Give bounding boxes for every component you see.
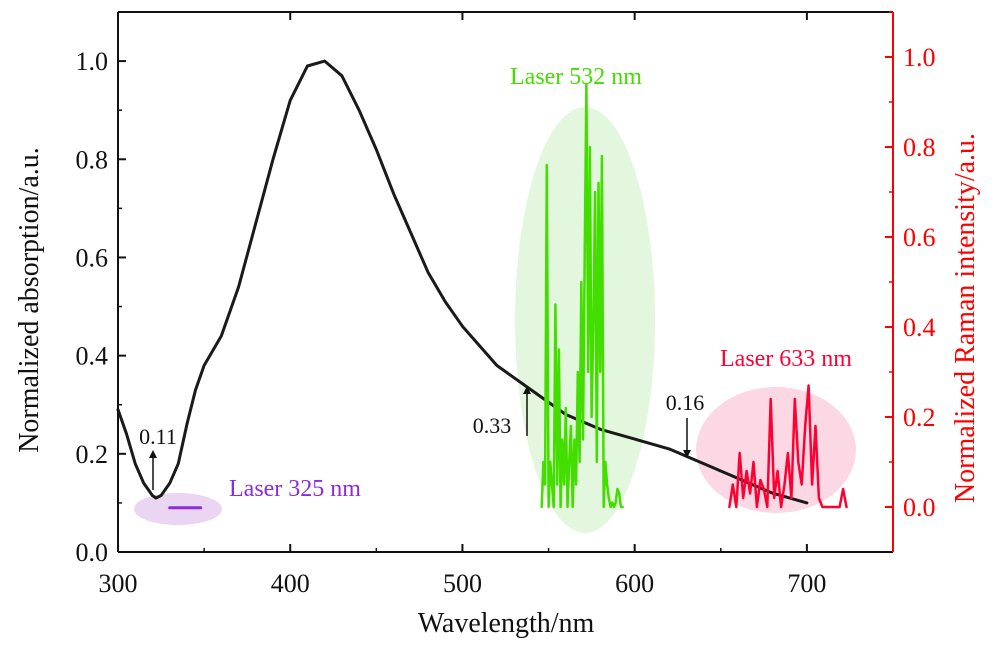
arrowhead-0-16-icon: [683, 450, 691, 458]
y-right-tick-label: 0.8: [903, 133, 936, 162]
highlight-ellipses: [134, 107, 856, 533]
absorption-curve: [116, 59, 809, 505]
annotation-0-11: 0.11: [139, 424, 177, 449]
x-tick-label: 500: [443, 569, 482, 598]
y-right-tick-label: 0.6: [903, 223, 936, 252]
arrowhead-0-11-icon: [149, 450, 157, 458]
y-right-tick-label: 0.4: [903, 313, 936, 342]
series-layer: [116, 59, 848, 510]
laser-633-highlight: [696, 387, 856, 513]
y-left-tick-label: 0.4: [76, 342, 109, 371]
axes: 300 400 500 600 700 0.0 0.2 0.4 0.6 0.8 1.0 0.0 0.2 0…: [76, 11, 936, 598]
label-laser-532: Laser 532 nm: [510, 64, 642, 90]
y-left-tick-label: 0.2: [76, 440, 109, 469]
x-tick-label: 400: [271, 569, 310, 598]
y-left-tick-label: 0.0: [76, 538, 109, 567]
y-left-tick-label: 0.6: [76, 243, 109, 272]
x-axis-title: Wavelength/nm: [418, 608, 595, 639]
y-axis-left-title: Normalized absorption/a.u.: [14, 147, 45, 453]
y-left-tick-label: 0.8: [76, 145, 109, 174]
raman-633-spectrum: [728, 384, 848, 509]
y-left-tick-label: 1.0: [76, 47, 109, 76]
label-laser-633: Laser 633 nm: [720, 346, 852, 372]
arrowhead-0-33-icon: [523, 386, 531, 394]
y-right-tick-label: 0.0: [903, 493, 936, 522]
annotation-0-33: 0.33: [473, 413, 512, 438]
x-tick-label: 600: [615, 569, 654, 598]
y-right-tick-label: 1.0: [903, 43, 936, 72]
label-laser-325: Laser 325 nm: [229, 476, 361, 502]
x-tick-label: 700: [787, 569, 826, 598]
annotations: 0.11 0.33 0.16 Laser 325 nm Laser 532 nm Lase…: [139, 64, 852, 502]
raman-532-spectrum: [540, 82, 624, 509]
y-right-tick-label: 0.2: [903, 403, 936, 432]
x-tick-label: 300: [99, 569, 138, 598]
annotation-0-16: 0.16: [666, 390, 705, 415]
y-axis-right-title: Normalized Raman intensity/a.u.: [950, 133, 981, 503]
